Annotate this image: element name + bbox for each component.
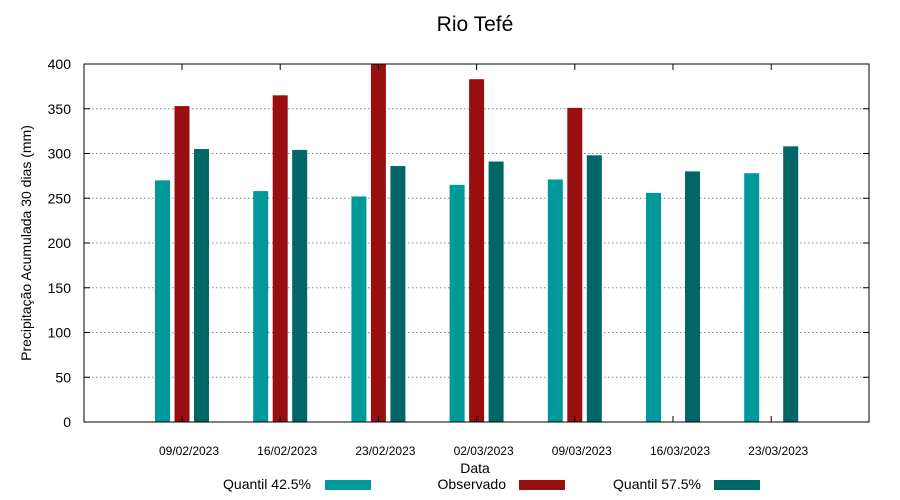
x-tick-label: 23/03/2023	[748, 444, 808, 458]
bar-quantil-57-5	[783, 146, 799, 422]
bar-quantil-57-5	[488, 161, 504, 422]
bar-observado	[567, 107, 583, 422]
bar-quantil-42-5	[155, 180, 170, 422]
bar-quantil-42-5	[646, 192, 661, 422]
bar-quantil-42-5	[744, 173, 760, 422]
x-tick-label: 09/03/2023	[552, 444, 612, 458]
x-axis-label: Data	[460, 460, 490, 476]
bar-quantil-57-5	[685, 171, 700, 422]
y-axis-ticks: 0 50 100 150 200 250 300 350 400	[48, 56, 869, 430]
x-tick-label: 16/02/2023	[257, 444, 317, 458]
y-tick-label: 100	[48, 325, 72, 341]
y-tick-label: 400	[48, 56, 72, 72]
y-tick-label: 350	[48, 101, 72, 117]
legend-swatch	[325, 480, 371, 490]
legend-swatch	[519, 480, 565, 490]
bar-observado	[272, 95, 288, 422]
x-tick-label: 23/02/2023	[355, 444, 415, 458]
bar-observado	[174, 106, 190, 422]
legend-swatch	[714, 480, 760, 490]
bar-quantil-57-5	[586, 155, 602, 423]
y-tick-label: 0	[63, 414, 71, 430]
y-tick-label: 200	[48, 235, 72, 251]
bar-observado	[370, 64, 386, 422]
x-tick-label: 16/03/2023	[650, 444, 710, 458]
y-tick-label: 300	[48, 146, 72, 162]
chart-title: Rio Tefé	[437, 13, 514, 36]
bar-quantil-57-5	[194, 149, 209, 422]
y-tick-label: 150	[48, 280, 72, 296]
x-axis-ticks: 09/02/2023 16/02/2023 23/02/2023 02/03/2023…	[159, 64, 809, 458]
bar-quantil-57-5	[292, 149, 308, 423]
bar-quantil-42-5	[547, 179, 563, 422]
bar-quantil-57-5	[390, 166, 406, 422]
bar-quantil-42-5	[253, 191, 269, 422]
bars	[155, 64, 799, 423]
y-axis-label: Precipitação Acumulada 30 dias (mm)	[18, 125, 34, 361]
legend-label: Quantil 42.5%	[223, 476, 311, 492]
legend-label: Quantil 57.5%	[613, 476, 701, 492]
legend-label: Observado	[438, 476, 507, 492]
x-tick-label: 02/03/2023	[454, 444, 514, 458]
y-tick-label: 250	[48, 190, 72, 206]
y-tick-label: 50	[55, 369, 71, 385]
bar-quantil-42-5	[449, 184, 465, 422]
x-tick-label: 09/02/2023	[159, 444, 219, 458]
bar-quantil-42-5	[351, 196, 367, 422]
bar-observado	[469, 79, 485, 422]
legend: Quantil 42.5% Observado Quantil 57.5%	[223, 476, 760, 492]
